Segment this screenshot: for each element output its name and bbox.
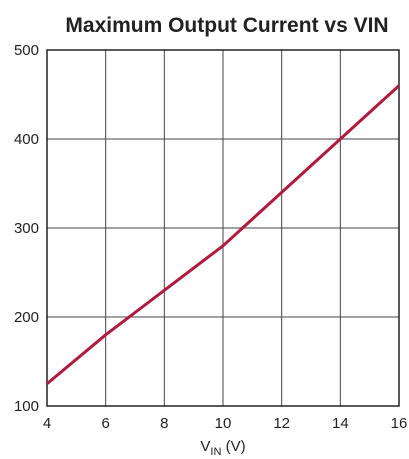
grid <box>46 49 400 407</box>
x-tick-label: 16 <box>391 415 408 432</box>
y-tick-label: 400 <box>14 131 39 148</box>
x-tick-label: 4 <box>43 415 51 432</box>
y-tick-label: 300 <box>14 220 39 237</box>
series-group <box>46 84 401 385</box>
x-axis-label-main: V <box>200 438 210 455</box>
x-axis-label-subscript: IN <box>210 446 221 458</box>
y-tick-label: 100 <box>14 398 39 415</box>
y-tick-label: 500 <box>14 42 39 59</box>
x-tick-label: 6 <box>101 415 109 432</box>
y-tick-label: 200 <box>14 309 39 326</box>
x-tick-label: 14 <box>332 415 349 432</box>
x-tick-label: 8 <box>160 415 168 432</box>
x-axis-label: VIN (V) <box>200 438 245 458</box>
chart-title: Maximum Output Current vs VIN <box>65 14 388 37</box>
plot-frame <box>46 49 400 407</box>
x-axis-label-unit: (V) <box>221 438 245 455</box>
series-line-0 <box>46 84 401 385</box>
x-tick-label: 12 <box>273 415 290 432</box>
x-tick-labels: 4 6 8 10 12 14 16 <box>43 415 408 432</box>
y-tick-labels: 100 200 300 400 500 <box>14 42 39 415</box>
x-tick-label: 10 <box>215 415 232 432</box>
